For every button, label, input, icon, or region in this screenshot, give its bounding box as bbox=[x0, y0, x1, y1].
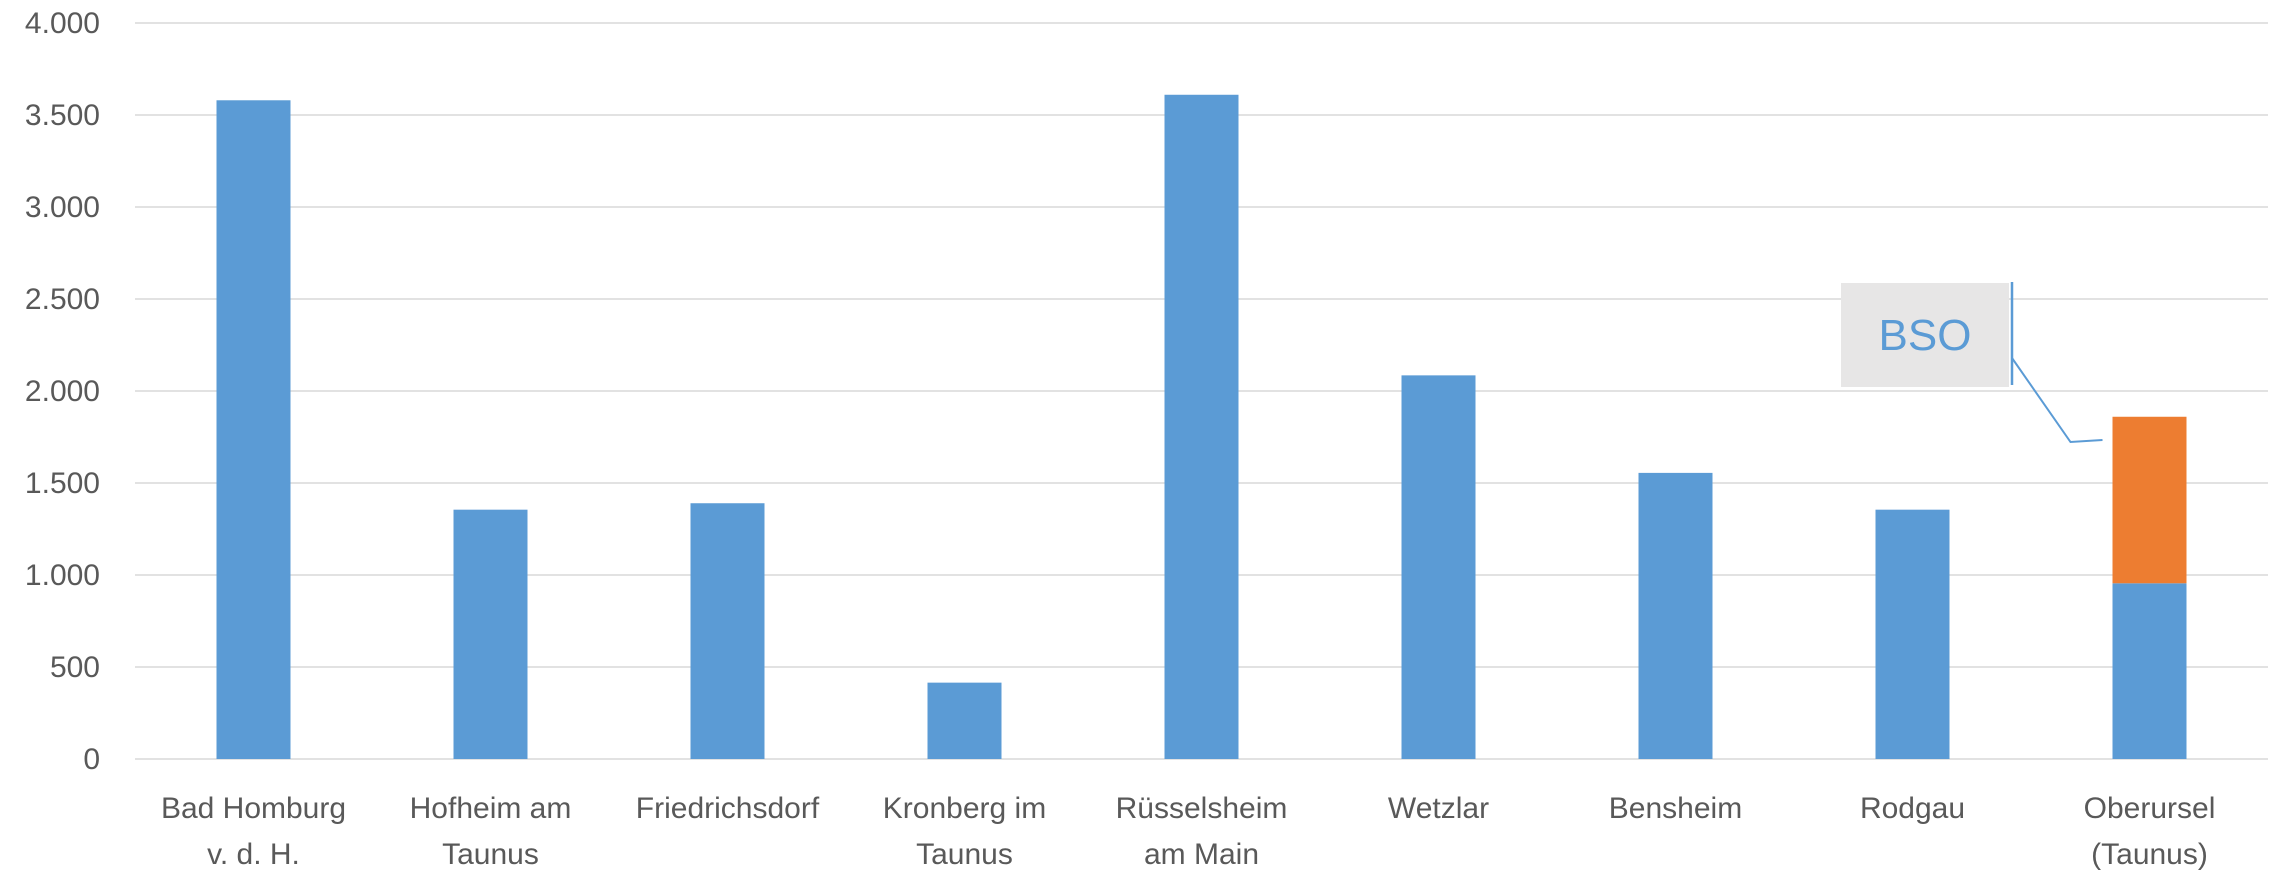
callout-label: BSO bbox=[1879, 311, 1972, 360]
bar-1-series-0 bbox=[453, 509, 528, 759]
x-category-label: Taunus bbox=[442, 838, 539, 871]
bar-4-series-0 bbox=[1164, 94, 1239, 759]
x-category-label: Friedrichsdorf bbox=[636, 792, 820, 825]
y-tick-label: 3.000 bbox=[25, 191, 100, 224]
callout-0: BSO bbox=[1841, 282, 2103, 444]
y-axis-ticks: 0 500 1.000 1.500 2.000 2.500 3.000 3.500 4.000 bbox=[25, 7, 100, 776]
y-tick-label: 2.000 bbox=[25, 375, 100, 408]
x-category-label: am Main bbox=[1144, 838, 1259, 871]
x-category-label: Hofheim am bbox=[410, 792, 572, 825]
x-category-label: Rüsselsheim bbox=[1116, 792, 1288, 825]
x-category-label: Bad Homburg bbox=[161, 792, 346, 825]
y-tick-label: 500 bbox=[50, 651, 100, 684]
x-category-label: v. d. H. bbox=[207, 838, 300, 871]
y-tick-label: 3.500 bbox=[25, 99, 100, 132]
x-category-label: (Taunus) bbox=[2091, 838, 2208, 871]
bar-5-series-0 bbox=[1401, 375, 1476, 759]
x-category-label: Kronberg im bbox=[883, 792, 1046, 825]
callout-leader-line bbox=[2011, 357, 2103, 444]
bar-6-series-0 bbox=[1638, 472, 1713, 759]
bar-2-series-0 bbox=[690, 503, 765, 759]
x-category-label: Taunus bbox=[916, 838, 1013, 871]
bar-7-series-0 bbox=[1875, 509, 1950, 759]
annotations: BSO bbox=[1841, 282, 2103, 444]
x-axis-labels: Bad Homburg v. d. H. Hofheim am Taunus Fried… bbox=[161, 792, 2215, 871]
bar-8-series-1 bbox=[2112, 416, 2187, 584]
bar-8-series-0 bbox=[2112, 583, 2187, 759]
bar-3-series-0 bbox=[927, 682, 1002, 759]
bars bbox=[216, 94, 2187, 759]
y-tick-label: 0 bbox=[83, 743, 100, 776]
x-category-label: Bensheim bbox=[1609, 792, 1742, 825]
callout-box bbox=[1841, 283, 2009, 387]
y-tick-label: 2.500 bbox=[25, 283, 100, 316]
x-category-label: Rodgau bbox=[1860, 792, 1965, 825]
x-category-label: Oberursel bbox=[2084, 792, 2216, 825]
y-tick-label: 1.000 bbox=[25, 559, 100, 592]
x-category-label: Wetzlar bbox=[1388, 792, 1489, 825]
y-tick-label: 1.500 bbox=[25, 467, 100, 500]
y-tick-label: 4.000 bbox=[25, 7, 100, 40]
bar-0-series-0 bbox=[216, 100, 291, 759]
